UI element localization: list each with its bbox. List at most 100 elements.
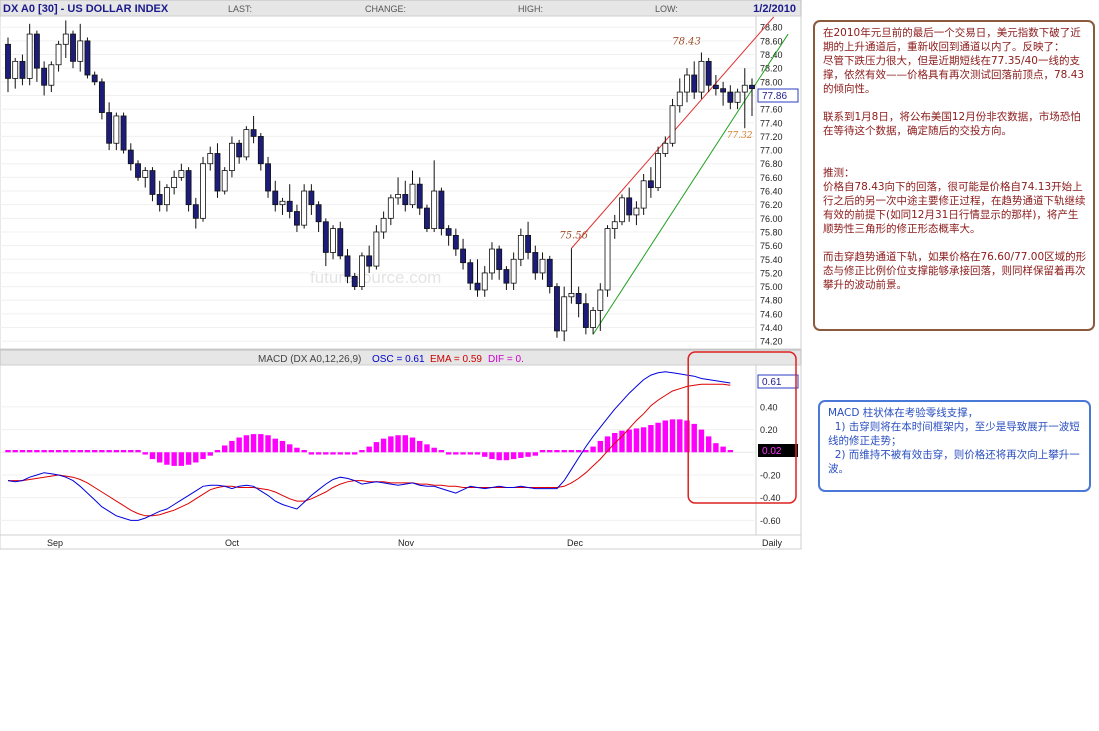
candle-body: [214, 153, 221, 192]
histogram-bar: [265, 435, 271, 453]
candle: [265, 156, 271, 198]
histogram-bar: [460, 452, 466, 455]
candle: [647, 167, 654, 198]
candle-body: [91, 74, 98, 83]
candle-body: [77, 40, 84, 62]
price-annotation: 75.56: [559, 230, 588, 241]
histogram-bar: [705, 436, 712, 453]
candle-body: [597, 289, 604, 311]
candle-body: [359, 255, 365, 287]
candle-body: [424, 207, 430, 229]
histogram-bar: [337, 452, 343, 455]
candle: [489, 242, 495, 280]
histogram-bar: [467, 452, 473, 455]
candle-body: [33, 33, 40, 69]
histogram-bar: [583, 450, 589, 453]
histogram-bar: [323, 452, 329, 455]
histogram-bar: [489, 452, 495, 460]
histogram-bar: [301, 450, 307, 453]
candle: [741, 68, 748, 129]
candle-body: [265, 163, 271, 192]
candle: [546, 255, 553, 294]
candle: [561, 286, 568, 342]
histogram-bar: [727, 450, 734, 453]
histogram-bar: [207, 452, 213, 456]
histogram-bar: [713, 443, 719, 453]
histogram-bar: [655, 422, 661, 453]
candle-body: [315, 204, 322, 223]
histogram-bar: [178, 452, 185, 466]
candle: [727, 85, 734, 110]
candle-body: [236, 142, 243, 158]
candle: [452, 228, 459, 256]
price-tick-label: 77.40: [760, 118, 783, 128]
candle-body: [590, 310, 597, 328]
last-label: LAST:: [228, 4, 252, 14]
candle-body: [611, 221, 618, 229]
last-value-box: [757, 88, 799, 103]
candle: [221, 167, 228, 195]
macd-legend-name: MACD (DX A0,12,26,9): [258, 354, 361, 365]
histogram-bar: [106, 450, 112, 453]
macd-legend-dif: DIF = 0.: [488, 354, 524, 365]
candle-body: [416, 183, 423, 209]
candle: [474, 259, 481, 297]
candle-body: [243, 129, 250, 158]
candle-body: [127, 149, 134, 165]
candle: [467, 259, 474, 290]
histogram-bar: [662, 420, 669, 453]
histogram-bar: [142, 452, 148, 455]
candle: [373, 225, 380, 270]
candle-body: [351, 275, 358, 287]
histogram-bar: [272, 438, 278, 453]
candle: [200, 156, 206, 222]
candle-body: [496, 248, 503, 270]
candle: [214, 143, 221, 198]
candle-body: [575, 293, 582, 305]
candle-body: [546, 258, 553, 287]
price-plot-area: [0, 15, 757, 350]
candle-body: [185, 170, 192, 206]
candle-body: [48, 64, 55, 86]
candle-body: [62, 33, 69, 45]
candle: [33, 30, 40, 82]
high-label: HIGH:: [518, 4, 543, 14]
candle-body: [619, 197, 625, 223]
candle: [684, 68, 690, 103]
macd-tick-label: 0.20: [760, 425, 778, 435]
histogram-bar: [77, 450, 83, 453]
candle: [445, 225, 452, 246]
candle-body: [301, 190, 308, 226]
macd-legend: MACD (DX A0,12,26,9) OSC = 0.61 EMA = 0.…: [258, 354, 524, 365]
histogram-bar: [344, 452, 351, 455]
histogram-bar: [604, 436, 611, 453]
candle: [272, 180, 279, 212]
histogram-bar: [532, 452, 539, 456]
candle: [481, 266, 488, 297]
candle-body: [720, 88, 727, 93]
histogram-bar: [684, 420, 690, 453]
histogram-bar: [496, 452, 502, 461]
candle: [98, 78, 105, 120]
candle-body: [5, 43, 11, 79]
candle-body: [662, 142, 669, 154]
macd-tick-label: -0.60: [760, 516, 781, 526]
candle: [41, 61, 48, 96]
candle-body: [120, 115, 127, 151]
candle: [655, 146, 662, 192]
candle: [250, 115, 257, 144]
candle-body: [626, 197, 633, 216]
candle-body: [207, 153, 214, 165]
histogram-bar: [402, 435, 408, 453]
candle: [286, 184, 293, 219]
candle-body: [633, 207, 640, 216]
price-tick-label: 75.20: [760, 268, 783, 278]
candle-body: [734, 91, 741, 103]
histogram-bar: [34, 450, 40, 453]
histogram-bar: [424, 444, 430, 453]
candle: [84, 37, 91, 79]
candle-body: [452, 234, 459, 250]
histogram-bar: [547, 450, 553, 453]
price-tick-label: 74.60: [760, 309, 783, 319]
histogram-bar: [156, 452, 163, 463]
